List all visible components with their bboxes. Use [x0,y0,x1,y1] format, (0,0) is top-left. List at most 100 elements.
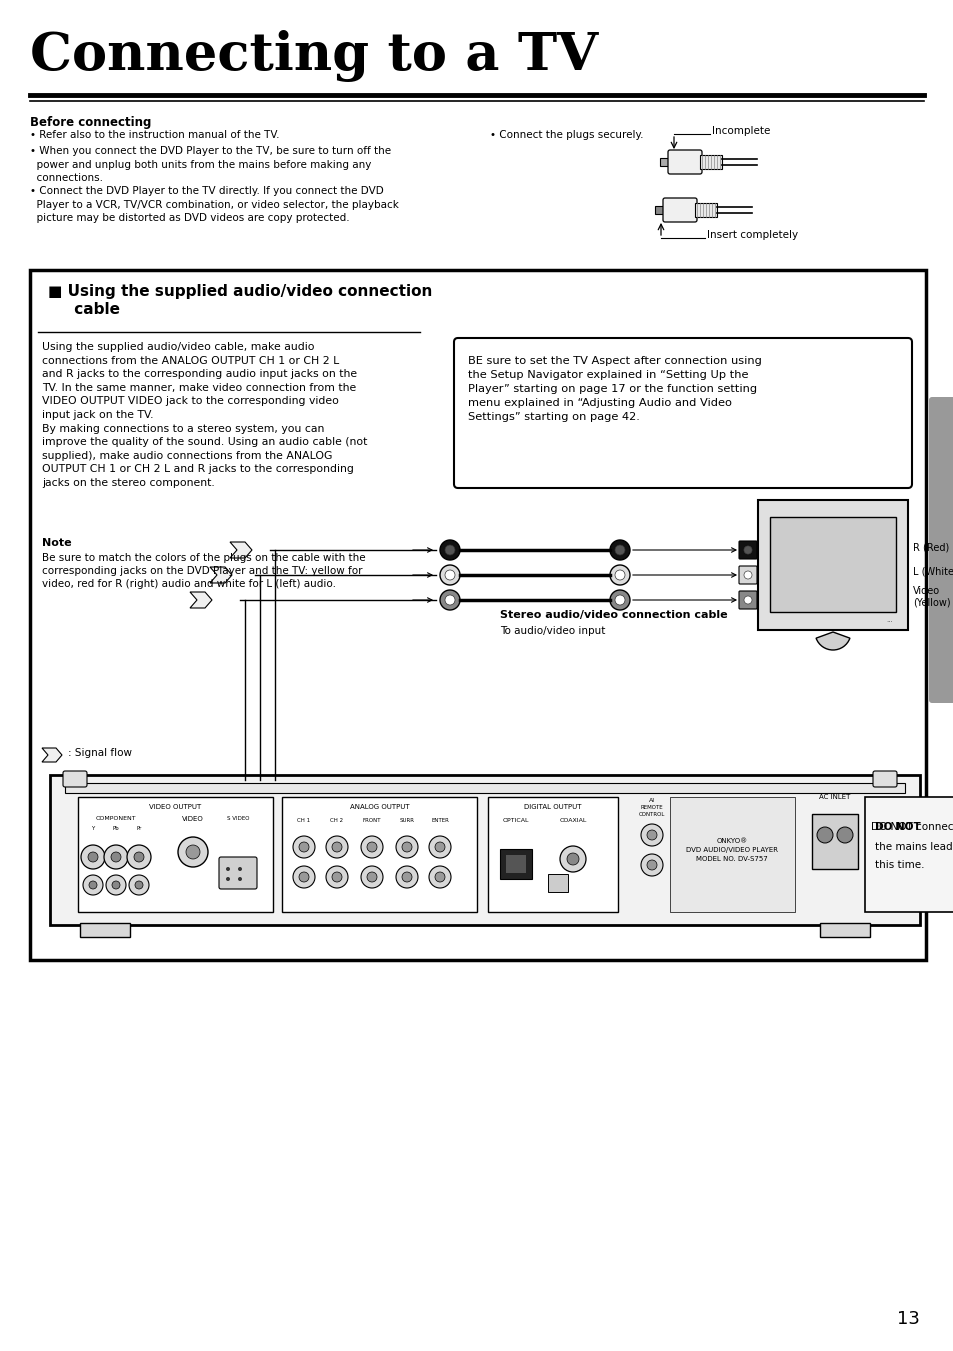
Text: AC INLET: AC INLET [819,794,850,800]
Bar [758,500,907,630]
Text: 13: 13 [896,1310,919,1328]
Circle shape [439,590,459,611]
Circle shape [332,871,341,882]
Text: ENTER: ENTER [431,819,449,824]
Text: BE sure to set the TV Aspect after connection using
the Setup Navigator explaine: BE sure to set the TV Aspect after conne… [468,357,761,422]
Circle shape [429,866,451,888]
Text: Using the supplied audio/video cable, make audio
connections from the ANALOG OUT: Using the supplied audio/video cable, ma… [42,342,367,488]
Circle shape [298,842,309,852]
Circle shape [104,844,128,869]
Bar [769,517,895,612]
Bar [505,855,525,873]
Bar [547,874,567,892]
Circle shape [360,866,382,888]
Text: ANALOG OUTPUT: ANALOG OUTPUT [350,804,409,811]
Circle shape [646,861,657,870]
Text: DO NOT: DO NOT [874,821,920,832]
Text: Pr: Pr [136,827,142,831]
Bar [65,784,904,793]
Text: Incomplete: Incomplete [711,126,770,136]
Circle shape [332,842,341,852]
Text: Y: Y [91,827,94,831]
Circle shape [89,881,97,889]
Circle shape [326,866,348,888]
Text: this time.: this time. [874,861,923,870]
FancyBboxPatch shape [928,397,953,703]
Text: SURR: SURR [399,819,414,824]
Bar [669,797,794,912]
Text: ONKYO®
DVD AUDIO/VIDEO PLAYER
MODEL NO. DV-S757: ONKYO® DVD AUDIO/VIDEO PLAYER MODEL NO. … [685,838,778,862]
FancyBboxPatch shape [872,771,896,788]
Bar [488,797,618,912]
Bar [50,775,919,925]
Text: ■ Using the supplied audio/video connection: ■ Using the supplied audio/video connect… [48,284,432,299]
Circle shape [640,854,662,875]
Circle shape [112,881,120,889]
Text: FRONT: FRONT [362,819,381,824]
Circle shape [367,871,376,882]
Circle shape [444,570,455,580]
Circle shape [435,871,444,882]
Circle shape [133,852,144,862]
Wedge shape [815,632,849,650]
Text: the mains lead at: the mains lead at [874,842,953,852]
Circle shape [444,544,455,555]
Polygon shape [42,748,62,762]
Circle shape [127,844,151,869]
Circle shape [640,824,662,846]
Text: Insert completely: Insert completely [706,230,798,240]
Text: Stereo audio/video connection cable: Stereo audio/video connection cable [499,611,727,620]
Text: Video
(Yellow): Video (Yellow) [912,586,949,608]
Bar [499,848,532,880]
Text: Connecting to a TV: Connecting to a TV [30,30,598,82]
Circle shape [81,844,105,869]
Circle shape [106,875,126,894]
Circle shape [395,836,417,858]
Circle shape [646,830,657,840]
Text: To audio/video input: To audio/video input [499,626,605,636]
FancyBboxPatch shape [662,199,697,222]
FancyBboxPatch shape [739,590,757,609]
Circle shape [615,570,624,580]
Circle shape [226,867,230,871]
Circle shape [111,852,121,862]
Circle shape [559,846,585,871]
Text: Before connecting: Before connecting [30,116,152,128]
Circle shape [615,594,624,605]
Text: REMOTE
CONTROL: REMOTE CONTROL [639,805,664,816]
Polygon shape [230,542,252,558]
Bar [811,815,857,869]
Circle shape [743,571,751,580]
Text: ···: ··· [885,619,892,626]
Text: CH 1: CH 1 [297,819,311,824]
Circle shape [293,836,314,858]
Text: • When you connect the DVD Player to the TV, be sure to turn off the
  power and: • When you connect the DVD Player to the… [30,146,391,184]
FancyBboxPatch shape [219,857,256,889]
Text: CH 2: CH 2 [330,819,343,824]
Text: OPTICAL: OPTICAL [502,819,529,824]
Circle shape [743,596,751,604]
Text: cable: cable [48,303,120,317]
Bar [80,923,130,938]
Circle shape [444,594,455,605]
Circle shape [237,867,242,871]
Text: S VIDEO: S VIDEO [227,816,249,821]
Circle shape [609,565,629,585]
Circle shape [743,546,751,554]
Circle shape [836,827,852,843]
Bar [695,203,717,218]
Circle shape [439,540,459,561]
Bar [78,797,273,912]
Text: AI: AI [648,798,655,804]
Circle shape [83,875,103,894]
Bar [700,155,721,169]
Bar [655,205,664,213]
Circle shape [367,842,376,852]
Text: DO NOT connect: DO NOT connect [870,821,953,832]
FancyBboxPatch shape [454,338,911,488]
FancyBboxPatch shape [667,150,701,174]
Bar [282,797,476,912]
Bar [30,270,925,961]
Circle shape [135,881,143,889]
Text: L (White): L (White) [912,567,953,577]
